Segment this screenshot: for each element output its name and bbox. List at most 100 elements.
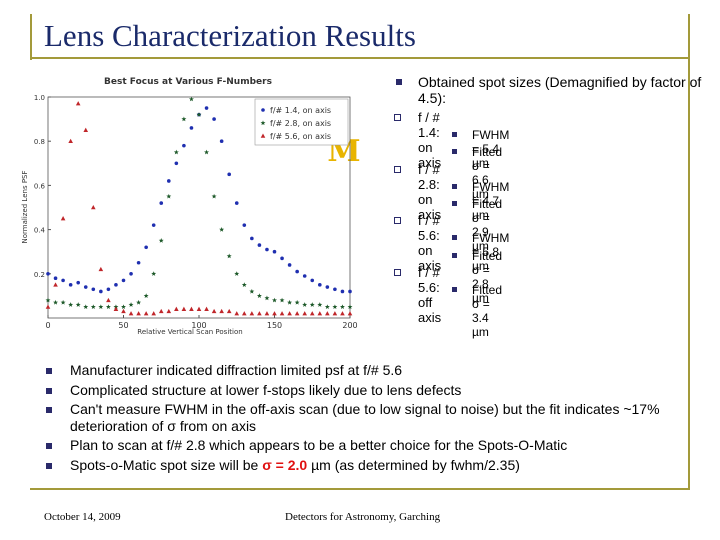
bullet [394, 114, 401, 121]
bullet-text: Plan to scan at f/# 2.8 which appears to… [70, 437, 568, 453]
y-tick-label: 0.6 [34, 182, 46, 190]
data-point [53, 276, 58, 281]
data-point [189, 306, 194, 311]
data-point [68, 283, 73, 287]
data-point [158, 308, 164, 314]
data-point [242, 223, 247, 227]
data-point [83, 304, 89, 310]
footer-date: October 14, 2009 [44, 511, 121, 523]
legend-marker [260, 133, 266, 138]
data-point [309, 302, 315, 307]
slide-title: Lens Characterization Results [44, 18, 416, 53]
data-point [211, 193, 217, 199]
highlight-text: σ = 2.0 [262, 456, 308, 473]
frame-line [688, 14, 690, 490]
data-point [106, 287, 111, 292]
data-point [242, 311, 247, 316]
data-point [310, 278, 315, 283]
data-point [339, 304, 345, 310]
data-point [181, 116, 187, 122]
data-point [144, 245, 148, 250]
data-point [333, 287, 337, 292]
bullet [46, 387, 52, 394]
data-point [151, 311, 156, 316]
y-axis-label: Normalized Lens PSF [21, 170, 29, 243]
data-point [158, 238, 164, 243]
data-point [212, 117, 216, 121]
bullet-text: µm (as determined by fwhm/2.35) [307, 456, 520, 473]
data-point [317, 302, 323, 307]
bullet-text: Obtained spot sizes (Demagnified by fact… [418, 74, 702, 106]
data-point [317, 311, 323, 316]
y-tick-label: 0.4 [34, 227, 46, 235]
data-point [189, 126, 194, 130]
data-point [105, 304, 111, 310]
bullet-item: Manufacturer indicated diffraction limit… [46, 362, 670, 379]
data-point [45, 297, 51, 303]
data-point [325, 285, 330, 289]
data-point [272, 311, 277, 316]
data-point [61, 278, 65, 283]
bullet-text: FWHM = 4.7 µm [472, 179, 510, 222]
data-point [114, 283, 118, 287]
data-point [151, 223, 156, 227]
legend-box [254, 98, 349, 146]
data-point [90, 304, 96, 310]
data-point [256, 293, 262, 298]
bullet-text: Fitted σ = 2.8 µm [472, 248, 503, 305]
x-tick-label: 50 [118, 321, 128, 330]
data-point [167, 179, 171, 183]
data-point [234, 311, 240, 316]
data-point [302, 302, 308, 307]
data-point [272, 297, 277, 303]
data-point [227, 172, 231, 177]
bullet-item: Can't measure FWHM in the off-axis scan … [46, 401, 670, 434]
data-point [159, 201, 164, 205]
data-point [250, 236, 254, 241]
data-point [46, 272, 50, 276]
data-point [173, 149, 179, 155]
bullet-text: f / # 5.6: off axis [418, 264, 442, 325]
bullet [46, 368, 52, 374]
bullet-item: Plan to scan at f/# 2.8 which appears to… [46, 437, 670, 454]
data-point [53, 282, 58, 287]
legend-marker [260, 120, 266, 126]
data-point [264, 295, 270, 301]
data-point [106, 297, 111, 303]
bullet-text: Fitted σ = 6.6 µm [472, 145, 503, 202]
data-point [60, 299, 66, 305]
data-point [302, 274, 307, 278]
data-point [45, 304, 51, 309]
data-point [234, 271, 240, 276]
data-point [83, 127, 89, 132]
x-tick-label: 150 [267, 321, 282, 330]
data-point [129, 272, 133, 276]
y-tick-label: 0.2 [34, 271, 45, 279]
data-point [280, 256, 284, 261]
data-point [136, 299, 142, 305]
data-point [136, 311, 141, 316]
data-point [98, 304, 104, 310]
bullet-text: f / # 5.6: on axis [418, 213, 442, 274]
bullet [396, 79, 402, 85]
data-point [76, 280, 80, 285]
chart-title: Best Focus at Various F-Numbers [104, 77, 272, 87]
legend-label: f/# 2.8, on axis [270, 119, 331, 128]
data-point [128, 302, 134, 307]
data-point [257, 243, 262, 247]
bottom-list: Manufacturer indicated diffraction limit… [46, 362, 670, 476]
data-point [166, 308, 172, 314]
bullet [452, 286, 457, 292]
data-point [188, 96, 194, 102]
data-point [325, 311, 330, 316]
x-tick-label: 100 [191, 321, 206, 330]
bullet-text: Spots-o-Matic spot size will be [70, 456, 263, 473]
x-axis-label: Relative Vertical Scan Position [137, 328, 242, 336]
bullet [452, 183, 457, 189]
data-point [295, 269, 299, 274]
bullet [452, 235, 457, 241]
data-point [151, 271, 157, 276]
data-point [234, 201, 239, 205]
bullet [452, 252, 457, 258]
